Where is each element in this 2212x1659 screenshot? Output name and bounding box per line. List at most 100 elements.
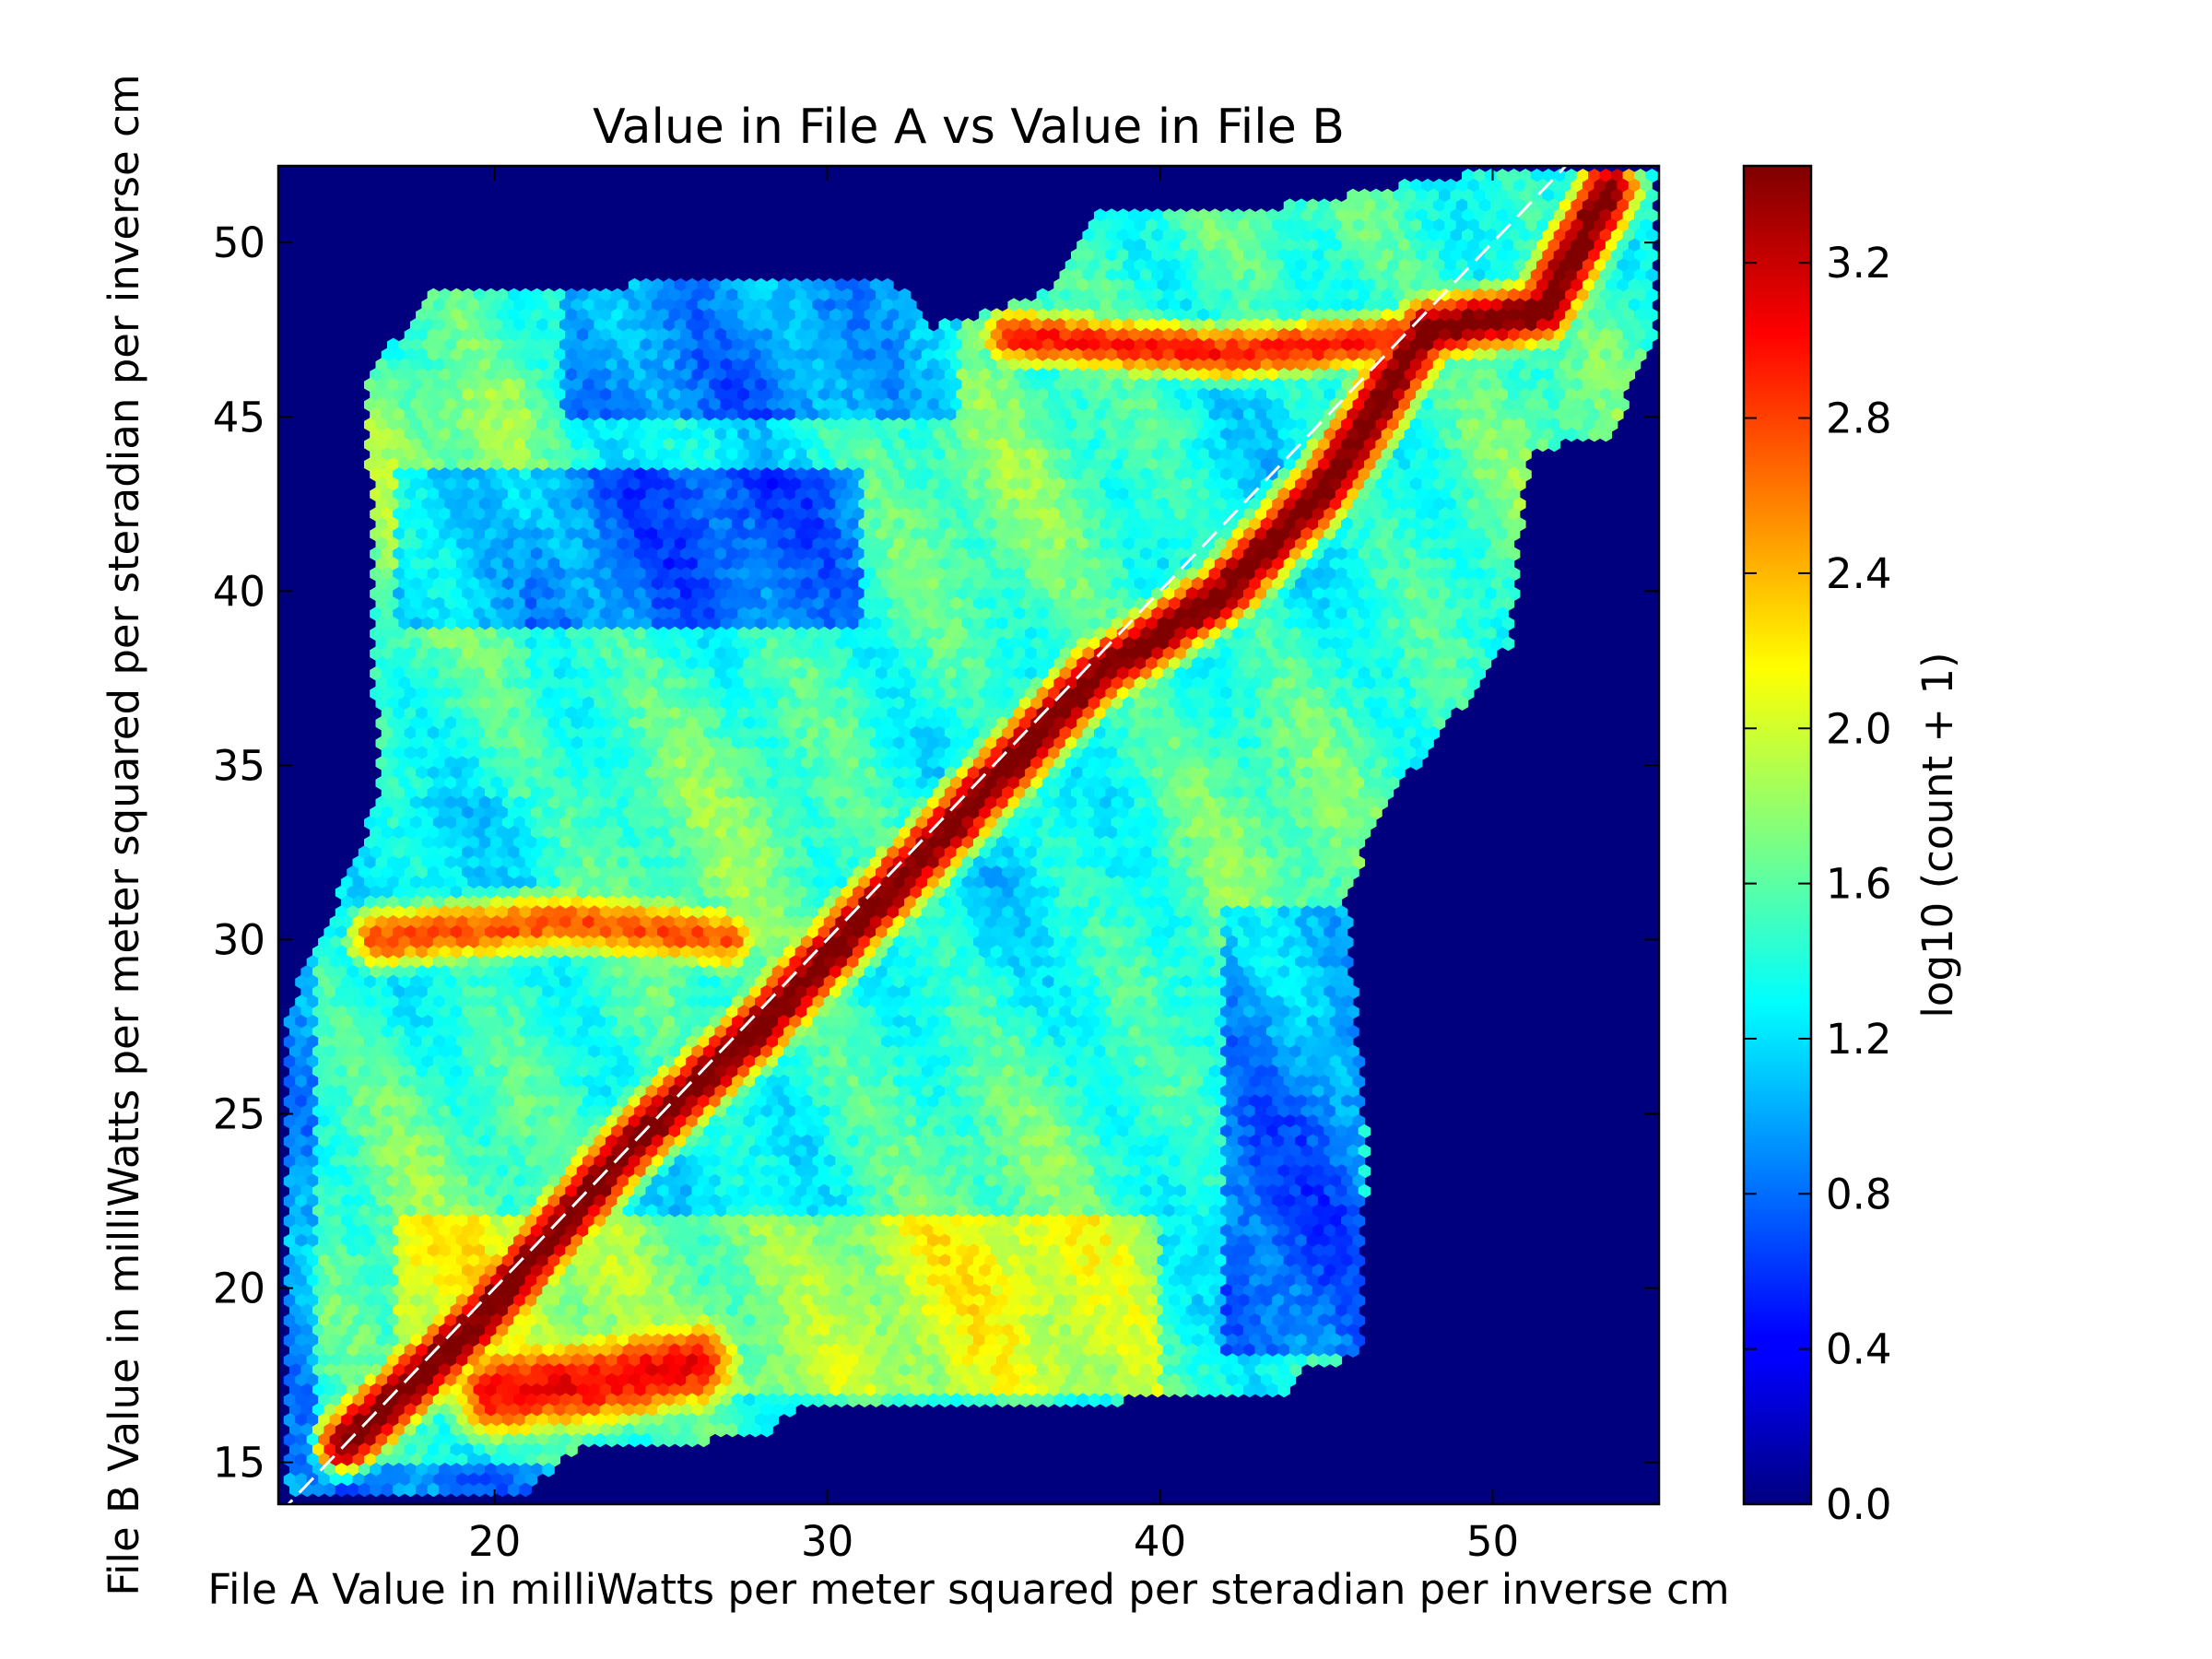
hex-cell: [1599, 327, 1613, 343]
hex-cell: [1473, 347, 1486, 362]
hex-cell: [1501, 298, 1515, 312]
hex-cell: [748, 288, 762, 303]
hex-cell: [565, 347, 578, 362]
hex-cell: [789, 298, 802, 312]
hex-cell: [571, 298, 583, 312]
hex-cell: [823, 277, 837, 293]
hex-cell: [1283, 198, 1297, 213]
hex-cell: [1571, 318, 1583, 333]
hex-cell: [519, 288, 532, 303]
hex-cell: [1146, 277, 1159, 293]
hex-cell: [1025, 327, 1038, 343]
hex-cell: [1082, 308, 1095, 323]
hex-cell: [714, 308, 727, 323]
hex-cell: [1088, 258, 1101, 273]
hex-cell: [416, 308, 429, 323]
hex-cell: [691, 288, 704, 303]
hex-cell: [1174, 288, 1187, 303]
hex-cell: [1312, 288, 1325, 303]
hex-cell: [462, 308, 475, 323]
hex-cell: [1335, 208, 1348, 223]
hex-cell: [1565, 347, 1578, 362]
hex-cell: [1048, 308, 1061, 323]
hex-cell: [1622, 208, 1636, 223]
hex-cell: [1501, 178, 1515, 194]
hex-cell: [1048, 327, 1061, 343]
hex-cell: [1157, 358, 1170, 372]
hex-cell: [1421, 218, 1434, 233]
hex-cell: [1617, 238, 1630, 253]
hex-cell: [421, 298, 434, 312]
hex-cell: [1105, 308, 1118, 323]
hex-cell: [1329, 238, 1343, 253]
hex-cell: [1501, 198, 1515, 213]
hex-cell: [1490, 178, 1503, 194]
hex-cell: [1496, 188, 1509, 204]
hex-cell: [1341, 198, 1354, 213]
hex-cell: [1220, 208, 1233, 223]
hex-cell: [1645, 327, 1658, 343]
hex-cell: [427, 288, 441, 303]
hex-cell: [1266, 327, 1279, 343]
hex-cell: [513, 337, 526, 353]
hex-cell: [576, 368, 590, 382]
hex-cell: [1197, 268, 1210, 283]
hex-cell: [1093, 208, 1107, 223]
hex-cell: [1507, 327, 1521, 343]
hex-cell: [1347, 327, 1359, 343]
hex-cell: [467, 358, 480, 372]
hex-cell: [1174, 228, 1187, 243]
hex-cell: [950, 337, 963, 353]
hex-cell: [1576, 268, 1590, 283]
hex-cell: [1341, 298, 1354, 312]
hex-cell: [542, 327, 555, 343]
hex-cell: [1553, 308, 1567, 323]
hex-cell: [725, 288, 739, 303]
hex-cell: [1455, 218, 1469, 233]
hex-cell: [1490, 337, 1503, 353]
hex-cell: [674, 318, 688, 333]
hex-cell: [674, 337, 688, 353]
hex-cell: [1611, 327, 1624, 343]
hex-cell: [1496, 169, 1509, 183]
hex-cell: [1111, 318, 1124, 333]
hex-cell: [846, 277, 860, 293]
hex-cell: [1473, 169, 1486, 183]
hex-cell: [1260, 337, 1274, 353]
hex-cell: [421, 358, 434, 372]
hex-cell: [450, 347, 464, 362]
hex-cell: [892, 358, 906, 372]
hex-cell: [628, 277, 641, 293]
hex-cell: [1519, 288, 1532, 303]
hex-cell: [1352, 258, 1365, 273]
hex-cell: [1450, 208, 1463, 223]
hex-cell: [439, 347, 452, 362]
hex-cell: [1111, 258, 1124, 273]
hex-cell: [668, 347, 681, 362]
hex-cell: [1151, 347, 1164, 362]
hex-cell: [1490, 238, 1503, 253]
hex-cell: [1501, 277, 1515, 293]
hex-cell: [439, 308, 452, 323]
hex-cell: [1547, 318, 1560, 333]
hex-cell: [393, 368, 406, 382]
hex-cell: [714, 327, 727, 343]
hex-cell: [1605, 218, 1618, 233]
hex-cell: [1134, 258, 1147, 273]
hexbin-cells: [283, 169, 1658, 1498]
hex-cell: [1053, 318, 1066, 333]
hex-cell: [1576, 188, 1590, 204]
hex-cell: [1260, 218, 1274, 233]
hex-cell: [444, 318, 457, 333]
hex-cell: [1421, 178, 1434, 194]
hex-cell: [640, 277, 653, 293]
hex-cell: [984, 318, 997, 333]
hex-cell: [835, 318, 848, 333]
hex-cell: [1571, 178, 1583, 194]
hex-cell: [657, 347, 670, 362]
hex-cell: [1007, 337, 1020, 353]
hex-cell: [892, 337, 906, 353]
hex-cell: [1582, 298, 1595, 312]
hex-cell: [846, 318, 860, 333]
hex-cell: [800, 277, 814, 293]
